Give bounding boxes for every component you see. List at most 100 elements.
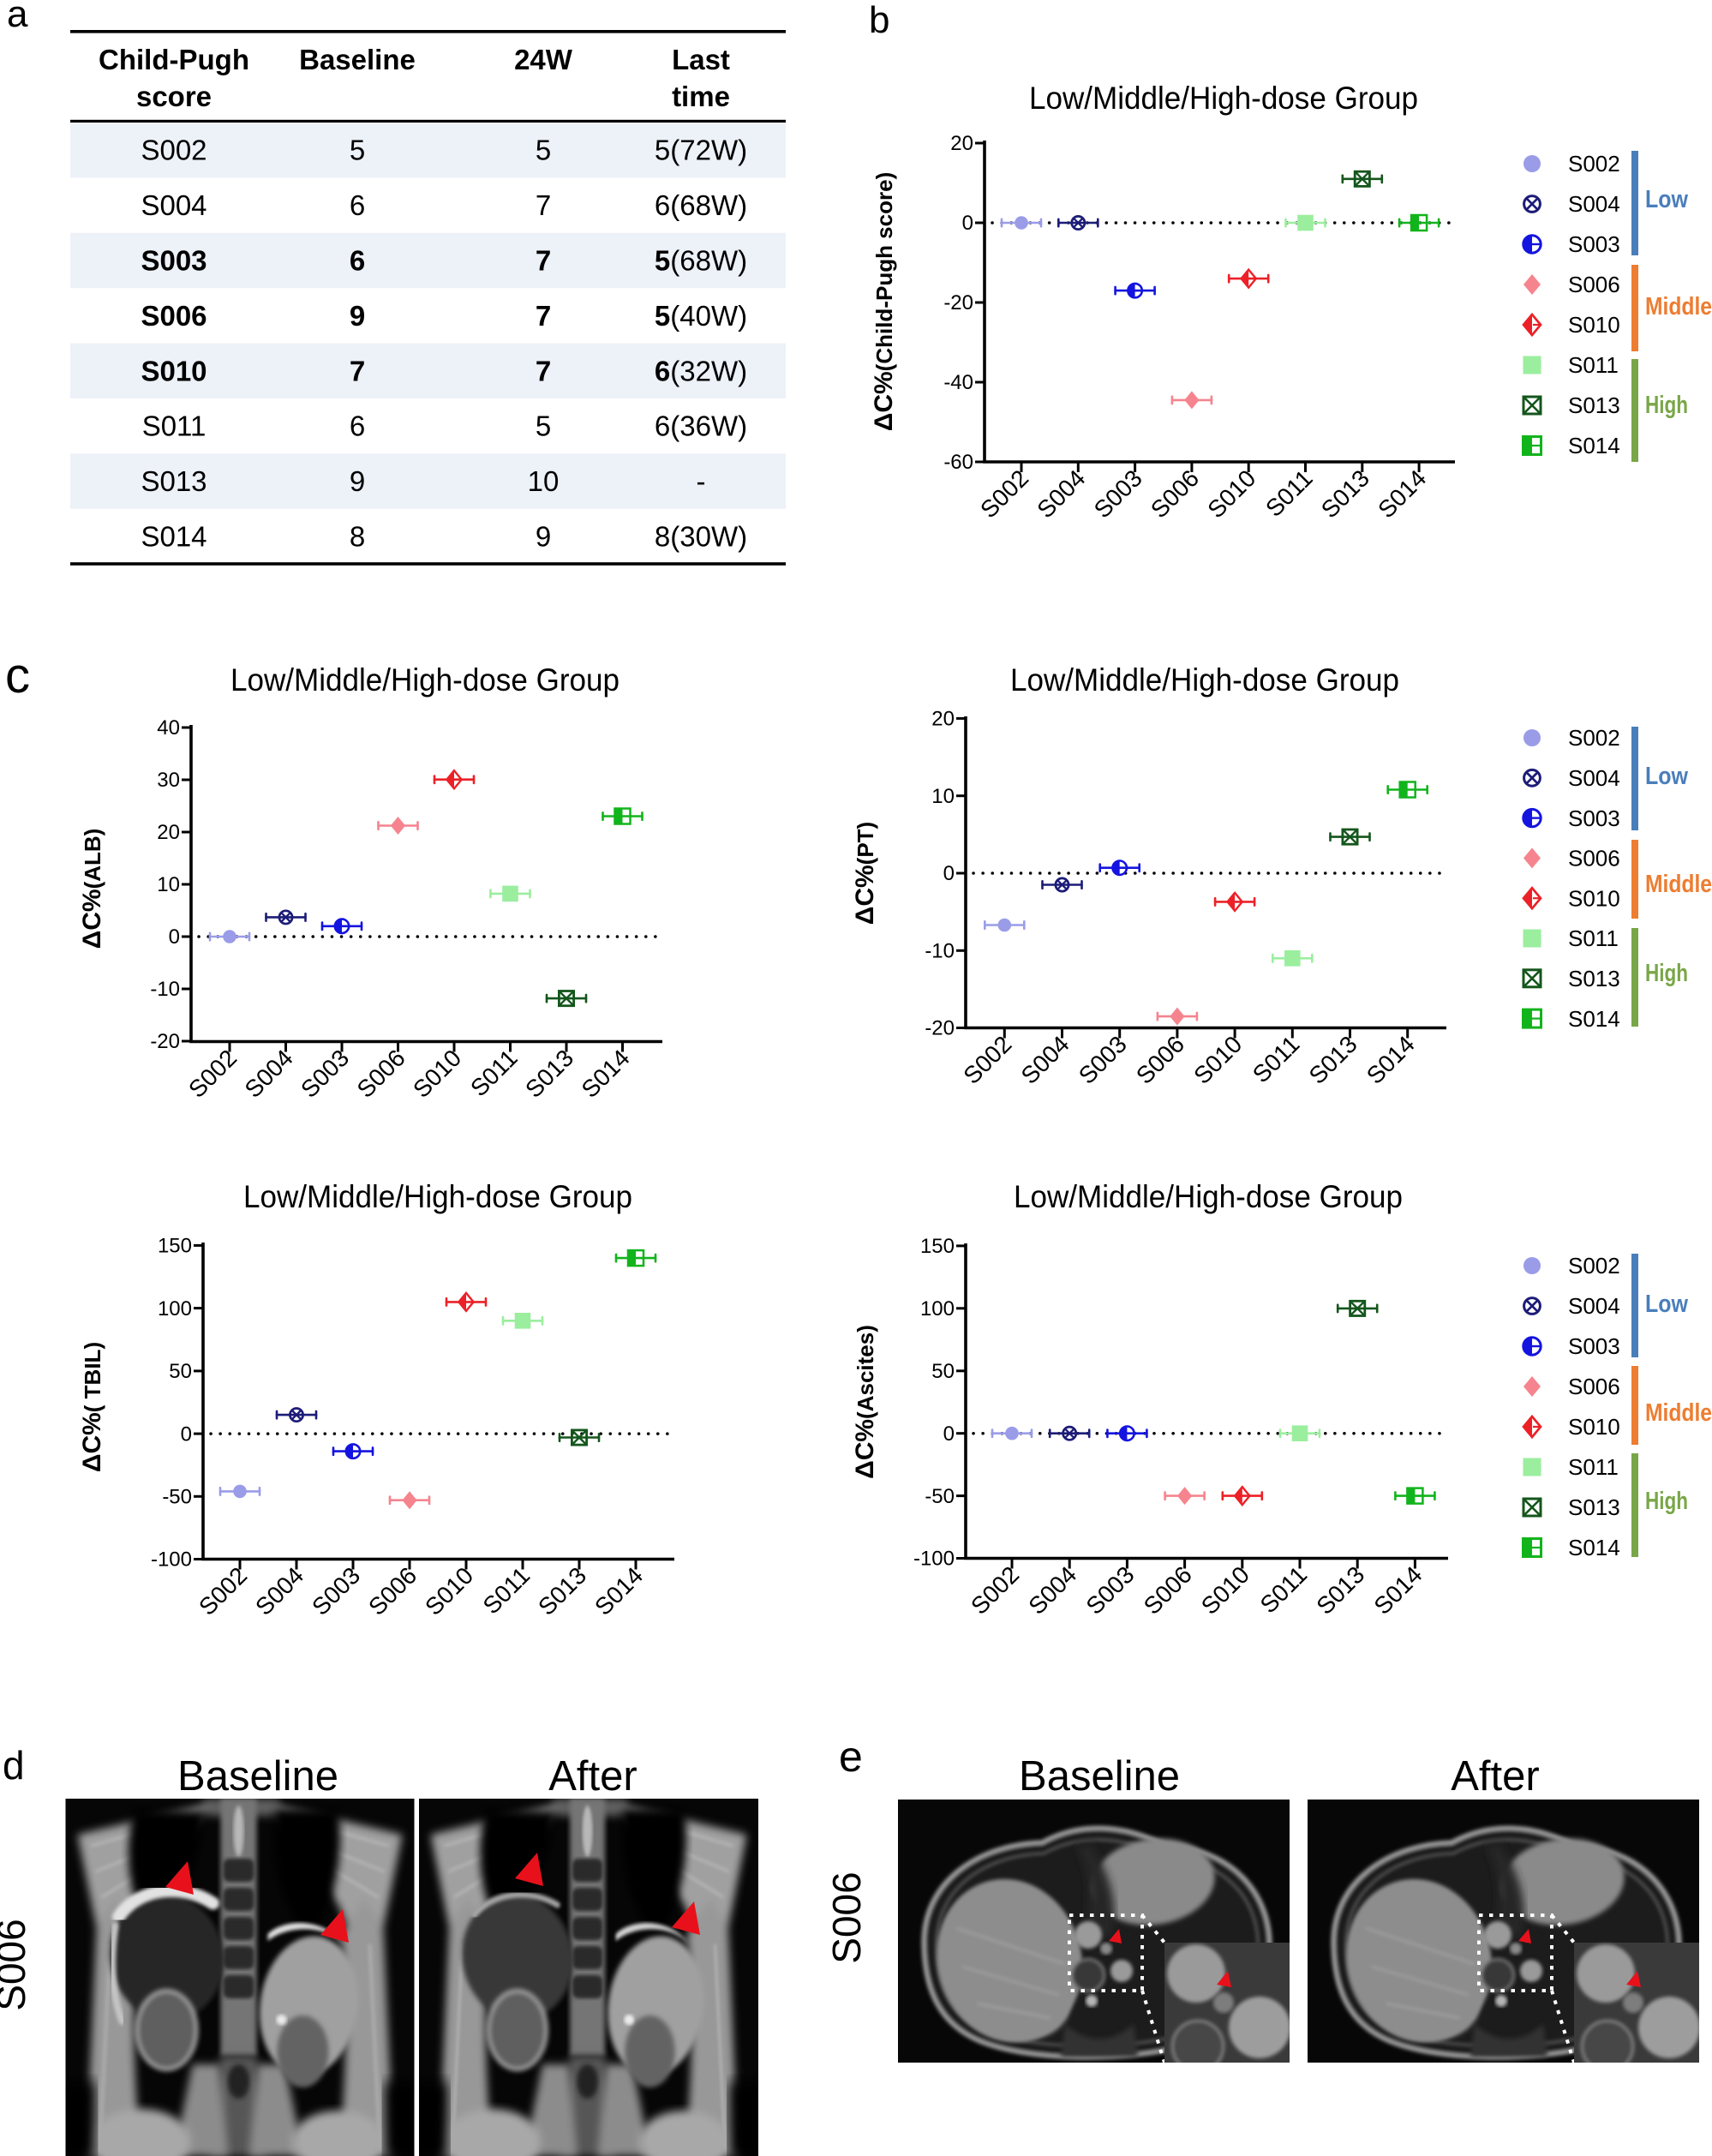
- svg-text:After: After: [1451, 1753, 1539, 1800]
- svg-text:6: 6: [350, 245, 365, 277]
- svg-text:5(40W): 5(40W): [655, 300, 747, 332]
- svg-text:0: 0: [943, 1422, 955, 1446]
- svg-text:0: 0: [169, 925, 180, 949]
- svg-text:S003: S003: [1568, 231, 1620, 257]
- svg-text:24W: 24W: [514, 44, 573, 75]
- svg-text:0: 0: [943, 862, 955, 885]
- svg-text:-60: -60: [943, 451, 973, 474]
- svg-text:S010: S010: [1568, 1414, 1620, 1440]
- svg-text:Low: Low: [1645, 763, 1688, 790]
- svg-text:30: 30: [157, 769, 180, 792]
- svg-text:S004: S004: [1568, 1293, 1620, 1319]
- svg-text:S003: S003: [1568, 1333, 1620, 1359]
- svg-text:d: d: [3, 1743, 25, 1788]
- svg-text:S002: S002: [141, 135, 207, 166]
- svg-text:ΔC%(PT): ΔC%(PT): [851, 822, 879, 925]
- svg-text:S010: S010: [141, 355, 207, 386]
- svg-text:Baseline: Baseline: [299, 44, 416, 75]
- svg-text:7: 7: [536, 300, 551, 332]
- svg-text:S006: S006: [0, 1919, 33, 2010]
- svg-text:S013: S013: [1568, 392, 1620, 418]
- svg-text:score: score: [136, 81, 212, 112]
- svg-text:6: 6: [350, 410, 365, 442]
- svg-text:5(72W): 5(72W): [655, 135, 747, 166]
- svg-text:S003: S003: [141, 245, 207, 277]
- svg-text:Low/Middle/High-dose Group: Low/Middle/High-dose Group: [1014, 1179, 1403, 1214]
- svg-text:150: 150: [920, 1235, 955, 1258]
- svg-text:100: 100: [158, 1297, 192, 1321]
- svg-text:-10: -10: [925, 940, 955, 963]
- svg-text:-50: -50: [925, 1485, 955, 1508]
- svg-text:7: 7: [536, 245, 551, 277]
- svg-text:5: 5: [536, 410, 551, 442]
- svg-text:High: High: [1645, 960, 1688, 987]
- svg-text:0: 0: [962, 212, 973, 235]
- svg-text:6: 6: [350, 189, 365, 221]
- svg-text:S013: S013: [141, 465, 207, 497]
- svg-text:10: 10: [528, 465, 560, 497]
- svg-text:-10: -10: [150, 978, 180, 1001]
- svg-text:S006: S006: [824, 1872, 869, 1963]
- svg-text:High: High: [1645, 392, 1688, 419]
- svg-text:S011: S011: [142, 410, 207, 442]
- svg-text:S006: S006: [1568, 272, 1620, 297]
- svg-text:-100: -100: [151, 1548, 192, 1572]
- svg-text:9: 9: [350, 465, 365, 497]
- svg-text:Baseline: Baseline: [177, 1753, 338, 1800]
- svg-text:5: 5: [350, 135, 365, 166]
- svg-text:20: 20: [157, 821, 180, 844]
- svg-text:S011: S011: [1568, 1454, 1619, 1480]
- svg-text:S003: S003: [1568, 806, 1620, 831]
- svg-text:High: High: [1645, 1488, 1688, 1515]
- svg-text:8(30W): 8(30W): [655, 521, 747, 553]
- svg-text:ΔC%(Child-Pugh score): ΔC%(Child-Pugh score): [870, 172, 898, 431]
- svg-text:ΔC%(Ascites): ΔC%(Ascites): [851, 1325, 879, 1479]
- svg-text:Low/Middle/High-dose Group: Low/Middle/High-dose Group: [1029, 81, 1418, 116]
- svg-text:Middle: Middle: [1645, 293, 1712, 320]
- svg-text:40: 40: [157, 716, 180, 740]
- svg-text:7: 7: [350, 355, 365, 386]
- svg-text:a: a: [7, 0, 28, 35]
- svg-text:-20: -20: [943, 291, 973, 314]
- svg-text:S013: S013: [1568, 966, 1620, 991]
- svg-text:S010: S010: [1568, 312, 1620, 338]
- svg-text:-20: -20: [150, 1030, 180, 1053]
- svg-text:20: 20: [931, 708, 955, 731]
- svg-text:9: 9: [350, 300, 365, 332]
- svg-text:b: b: [869, 0, 889, 41]
- svg-text:20: 20: [950, 132, 973, 155]
- svg-text:150: 150: [158, 1235, 192, 1258]
- svg-text:S006: S006: [141, 300, 207, 332]
- svg-text:Middle: Middle: [1645, 871, 1712, 898]
- svg-text:Middle: Middle: [1645, 1399, 1712, 1427]
- svg-text:S014: S014: [141, 521, 207, 553]
- svg-text:50: 50: [931, 1360, 955, 1383]
- svg-text:Low: Low: [1645, 1291, 1688, 1318]
- svg-text:S004: S004: [1568, 191, 1620, 217]
- svg-text:c: c: [5, 648, 30, 704]
- svg-text:Low/Middle/High-dose Group: Low/Middle/High-dose Group: [243, 1179, 632, 1214]
- svg-text:S006: S006: [1568, 846, 1620, 871]
- svg-text:5(68W): 5(68W): [655, 245, 747, 277]
- svg-text:10: 10: [157, 873, 180, 896]
- svg-text:ΔC%(ALB): ΔC%(ALB): [78, 829, 106, 949]
- svg-text:S002: S002: [1568, 151, 1620, 177]
- svg-text:7: 7: [536, 189, 551, 221]
- svg-text:6(32W): 6(32W): [655, 355, 747, 386]
- svg-text:Low: Low: [1645, 186, 1688, 213]
- svg-text:Baseline: Baseline: [1019, 1753, 1180, 1800]
- svg-text:S014: S014: [1568, 1006, 1620, 1032]
- svg-text:100: 100: [920, 1297, 955, 1321]
- svg-text:Child-Pugh: Child-Pugh: [99, 44, 249, 75]
- svg-text:8: 8: [350, 521, 365, 553]
- svg-text:Low/Middle/High-dose Group: Low/Middle/High-dose Group: [1010, 662, 1399, 698]
- svg-text:9: 9: [536, 521, 551, 553]
- svg-text:S010: S010: [1568, 885, 1620, 911]
- svg-text:S011: S011: [1568, 352, 1619, 378]
- svg-text:e: e: [839, 1733, 863, 1781]
- svg-text:5: 5: [536, 135, 551, 166]
- svg-text:After: After: [548, 1753, 637, 1800]
- svg-text:S004: S004: [141, 189, 207, 221]
- svg-text:ΔC%( TBIL): ΔC%( TBIL): [78, 1342, 106, 1472]
- svg-text:S002: S002: [1568, 1253, 1620, 1279]
